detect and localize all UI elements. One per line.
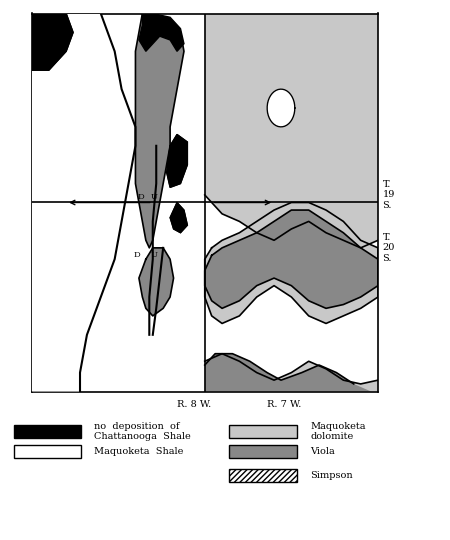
Bar <box>230 425 297 438</box>
Polygon shape <box>166 134 188 187</box>
Polygon shape <box>135 14 184 248</box>
Polygon shape <box>205 14 378 248</box>
Text: U: U <box>151 251 158 259</box>
Bar <box>14 425 81 438</box>
Polygon shape <box>205 202 378 323</box>
Bar <box>230 445 297 458</box>
Text: Viola: Viola <box>310 447 335 456</box>
Text: no  deposition  of
Chattanooga  Shale: no deposition of Chattanooga Shale <box>94 422 191 441</box>
Text: Simpson: Simpson <box>310 471 353 480</box>
Polygon shape <box>32 14 135 392</box>
Text: R. 7 W.: R. 7 W. <box>267 400 302 409</box>
Text: D: D <box>137 193 144 201</box>
Bar <box>230 469 297 482</box>
Text: D: D <box>134 251 140 259</box>
Polygon shape <box>32 14 73 70</box>
Polygon shape <box>205 210 378 308</box>
Bar <box>14 445 81 458</box>
Polygon shape <box>139 14 184 51</box>
Polygon shape <box>267 89 295 127</box>
Text: T.
20
S.: T. 20 S. <box>382 233 395 263</box>
Text: U: U <box>151 193 158 201</box>
Polygon shape <box>205 354 371 391</box>
Text: Maquoketa  Shale: Maquoketa Shale <box>94 447 184 456</box>
Polygon shape <box>139 248 174 316</box>
Polygon shape <box>170 202 188 233</box>
Polygon shape <box>205 354 378 391</box>
Text: Maquoketa
dolomite: Maquoketa dolomite <box>310 422 366 441</box>
Text: T.
19
S.: T. 19 S. <box>382 180 395 210</box>
Text: R. 8 W.: R. 8 W. <box>177 400 212 409</box>
